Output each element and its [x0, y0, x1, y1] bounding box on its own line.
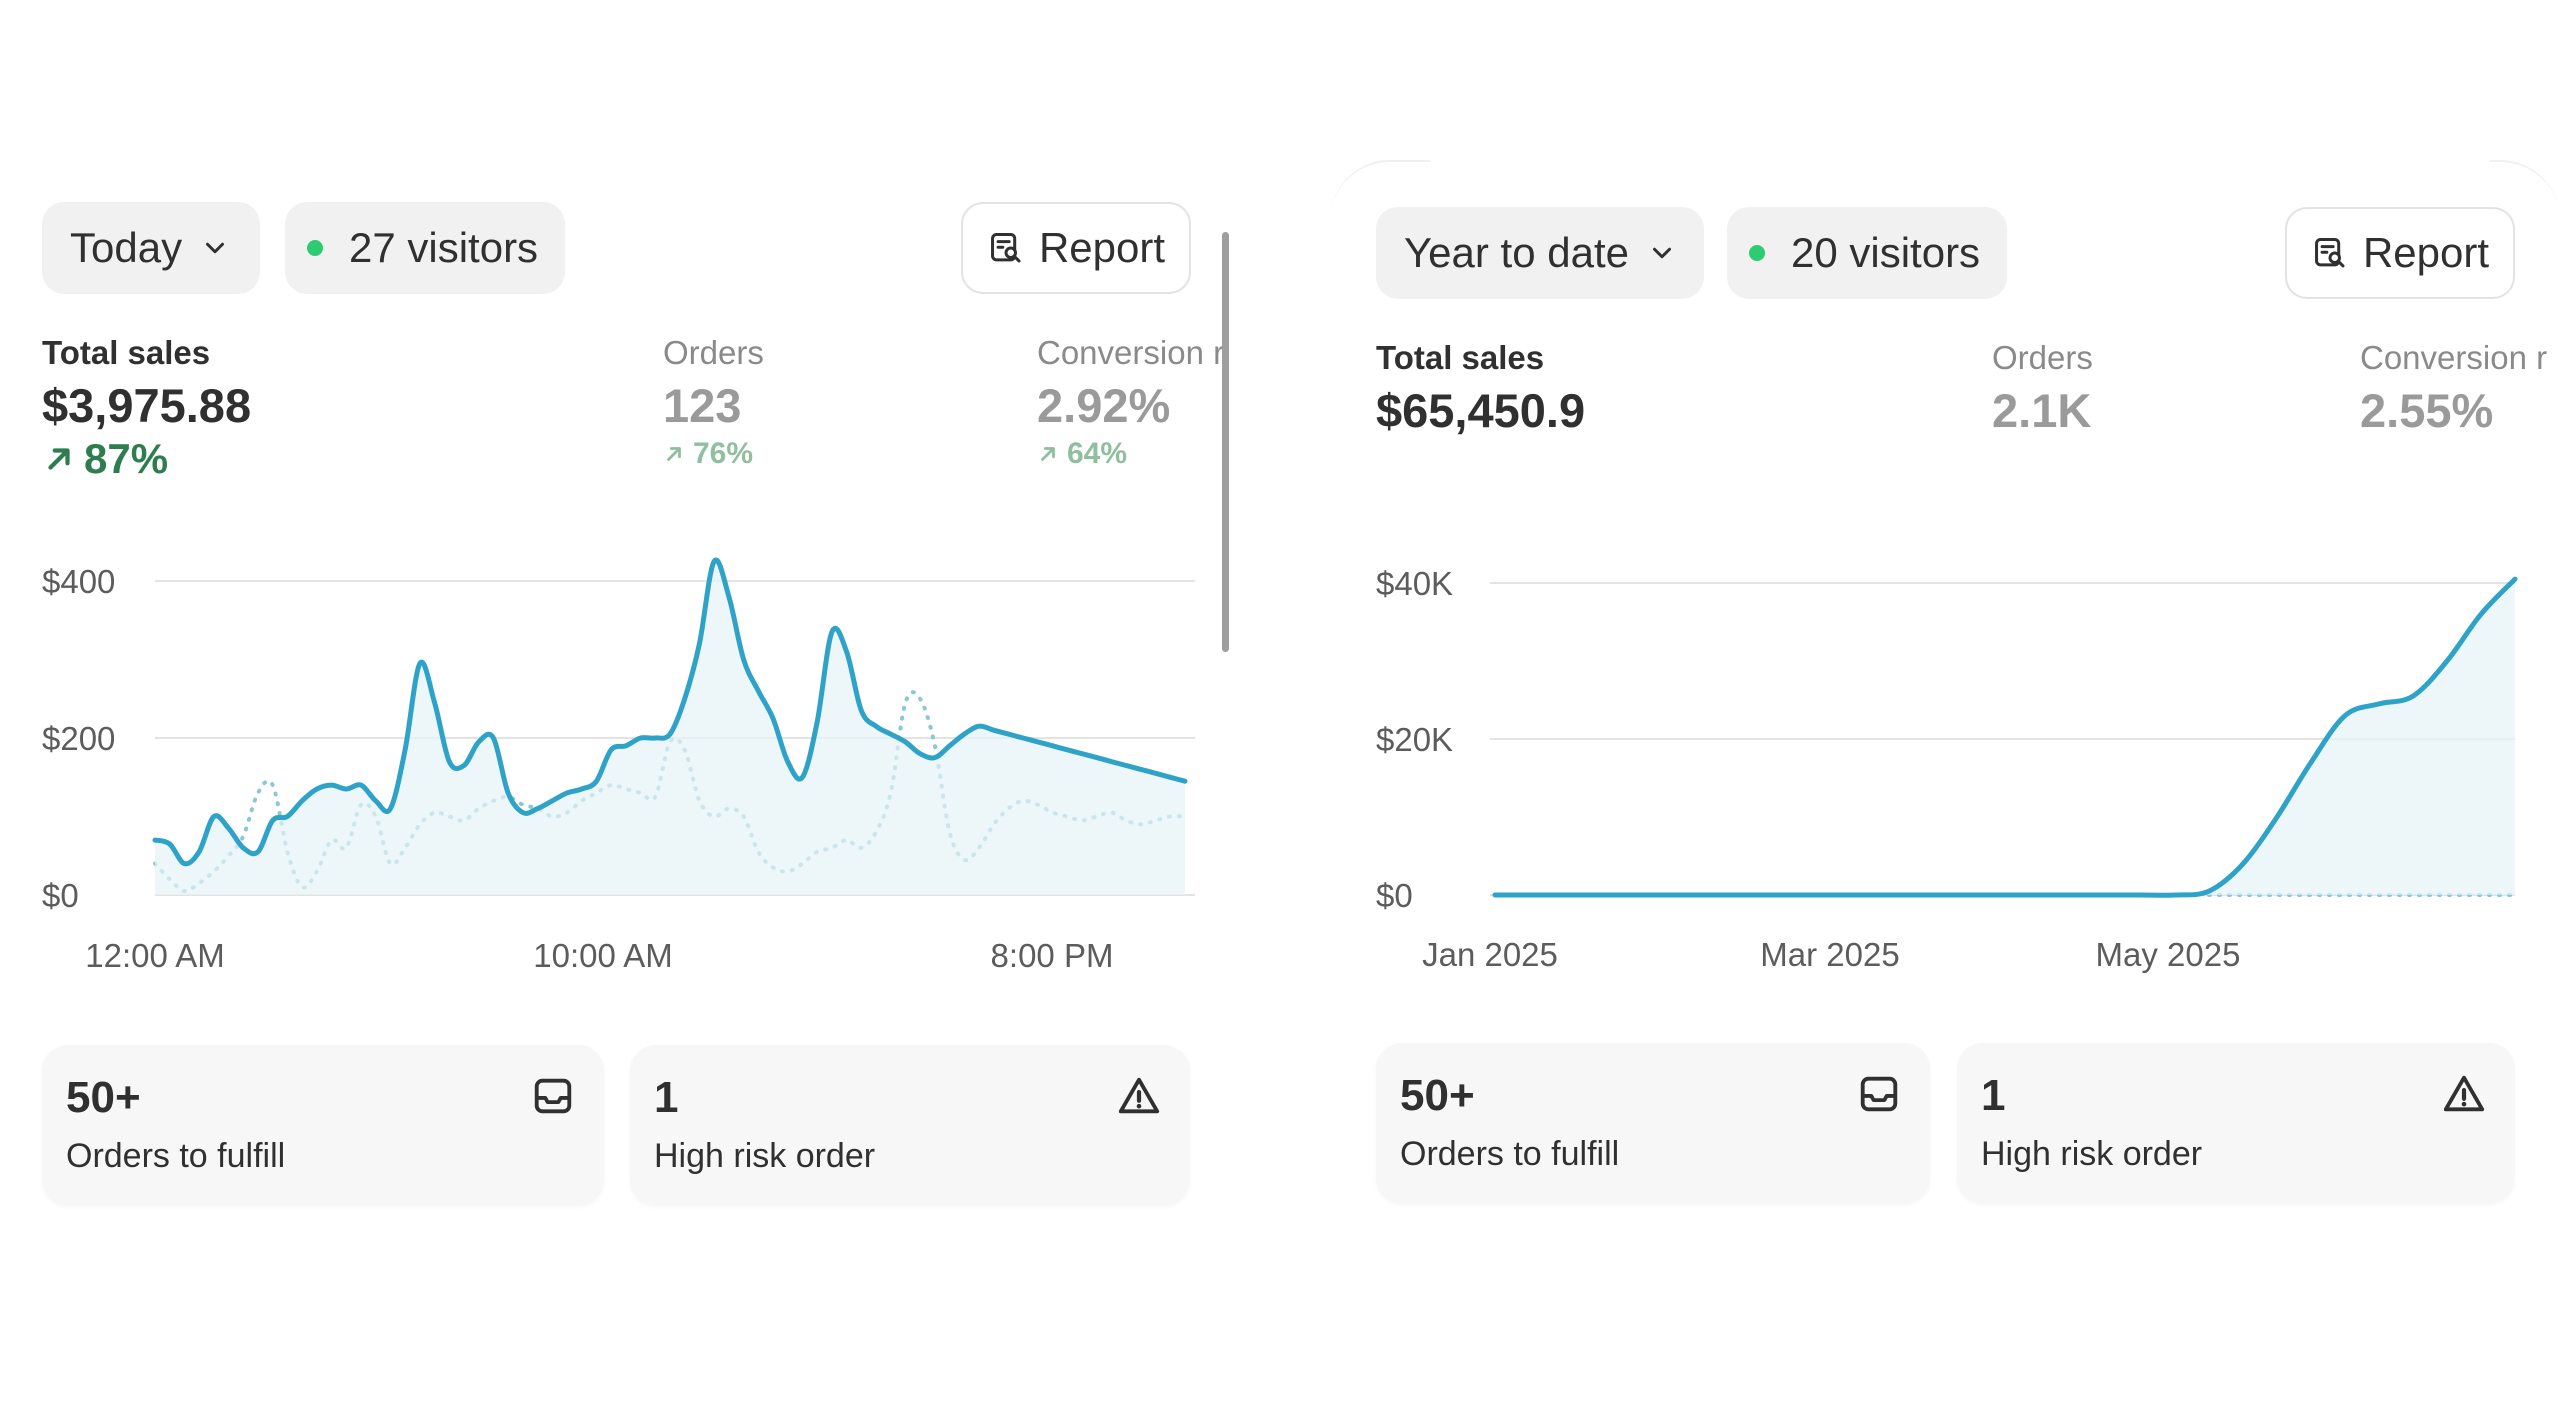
visitors-badge[interactable]: 27 visitors [285, 202, 565, 294]
total-sales-metric[interactable]: Total sales $65,450.9 [1376, 339, 1585, 438]
x-tick-label: May 2025 [2096, 936, 2241, 973]
report-label: Report [2362, 229, 2490, 276]
live-status-dot [1749, 245, 1765, 261]
x-tick-label: 12:00 AM [85, 937, 224, 974]
warning-icon [2443, 1075, 2485, 1112]
conversion-label: Conversion r [2360, 339, 2548, 376]
report-icon [991, 233, 1021, 263]
high-risk-order-count: 1 [1981, 1071, 2006, 1120]
visitors-count: 20 visitors [1791, 229, 1981, 276]
sales-panel-ytd: Year to date 20 visitors Report Total sa… [1330, 0, 2560, 1424]
orders-delta: 76% [663, 437, 764, 471]
sales-series-line [152, 557, 1188, 867]
high-risk-order-label: High risk order [1981, 1135, 2203, 1173]
report-icon [2315, 238, 2345, 268]
y-tick-label: $0 [1376, 877, 1413, 914]
total-sales-label: Total sales [42, 334, 211, 371]
total-sales-value: $3,975.88 [42, 379, 252, 432]
orders-to-fulfill-label: Orders to fulfill [1400, 1135, 1620, 1173]
x-tick-label: Jan 2025 [1422, 936, 1558, 973]
high-risk-order-count: 1 [654, 1073, 679, 1122]
y-tick-label: $400 [42, 563, 115, 600]
orders-to-fulfill-count: 50+ [66, 1073, 141, 1122]
high-risk-order-label: High risk order [654, 1137, 876, 1175]
conversion-delta-value: 64% [1067, 437, 1128, 470]
orders-value: 123 [663, 379, 742, 432]
orders-to-fulfill-card[interactable]: 50+ Orders to fulfill [42, 1045, 604, 1205]
sales-series-line [1492, 576, 2518, 898]
orders-to-fulfill-count: 50+ [1400, 1071, 1475, 1120]
x-tick-label: Mar 2025 [1760, 936, 1899, 973]
visitors-count: 27 visitors [349, 224, 539, 271]
inbox-icon [1860, 1076, 1898, 1112]
total-sales-delta: 87% [42, 435, 251, 483]
arrow-up-right-icon [48, 448, 70, 470]
period-label: Today [70, 224, 183, 271]
total-sales-delta-value: 87% [84, 435, 169, 482]
period-dropdown[interactable]: Year to date [1376, 207, 1704, 299]
y-tick-label: $200 [42, 720, 115, 757]
orders-delta-value: 76% [693, 437, 754, 470]
period-dropdown[interactable]: Today [42, 202, 260, 294]
report-button[interactable]: Report [2285, 207, 2515, 299]
scrollbar[interactable] [1222, 232, 1229, 652]
high-risk-order-card[interactable]: 1 High risk order [630, 1045, 1190, 1205]
report-label: Report [1038, 224, 1166, 271]
conversion-value: 2.55% [2360, 384, 2494, 437]
x-tick-label: 10:00 AM [533, 937, 672, 974]
high-risk-order-card[interactable]: 1 High risk order [1957, 1043, 2515, 1203]
y-tick-label: $0 [42, 877, 79, 914]
orders-metric[interactable]: Orders 2.1K [1992, 339, 2093, 438]
sales-panel-today: Today 27 visitors Report Total sales $3,… [0, 0, 1250, 1424]
orders-to-fulfill-card[interactable]: 50+ Orders to fulfill [1376, 1043, 1930, 1203]
panel-border-corner [1330, 160, 1430, 222]
orders-label: Orders [663, 334, 764, 371]
chevron-down-icon [206, 242, 225, 254]
inbox-icon [534, 1078, 572, 1114]
conversion-delta: 64% [1037, 437, 1237, 471]
chevron-down-icon [1652, 247, 1671, 259]
conversion-metric[interactable]: Conversion r 2.92% 64% [1037, 334, 1237, 471]
period-label: Year to date [1404, 229, 1629, 276]
total-sales-metric[interactable]: Total sales $3,975.88 87% [42, 334, 251, 483]
visitors-badge[interactable]: 20 visitors [1727, 207, 2007, 299]
orders-to-fulfill-label: Orders to fulfill [66, 1137, 286, 1175]
y-tick-label: $20K [1376, 721, 1453, 758]
report-button[interactable]: Report [961, 202, 1191, 294]
sales-area-fill [1495, 579, 2515, 896]
orders-value: 2.1K [1992, 384, 2092, 437]
conversion-metric[interactable]: Conversion r 2.55% [2360, 339, 2560, 438]
arrow-up-right-icon [667, 447, 681, 461]
arrow-up-right-icon [1041, 447, 1055, 461]
sales-area-fill [155, 559, 1185, 895]
conversion-value: 2.92% [1037, 379, 1171, 432]
y-tick-label: $40K [1376, 565, 1453, 602]
x-tick-label: 8:00 PM [991, 937, 1114, 974]
conversion-label: Conversion r [1037, 334, 1225, 371]
sales-chart-today[interactable]: $400 $200 $012:00 AM 10:00 AM 8:00 PM [0, 530, 1210, 1000]
orders-label: Orders [1992, 339, 2093, 376]
live-status-dot [307, 240, 323, 256]
warning-icon [1118, 1077, 1160, 1114]
orders-metric[interactable]: Orders 123 76% [663, 334, 764, 471]
total-sales-value: $65,450.9 [1376, 384, 1586, 437]
total-sales-label: Total sales [1376, 339, 1545, 376]
